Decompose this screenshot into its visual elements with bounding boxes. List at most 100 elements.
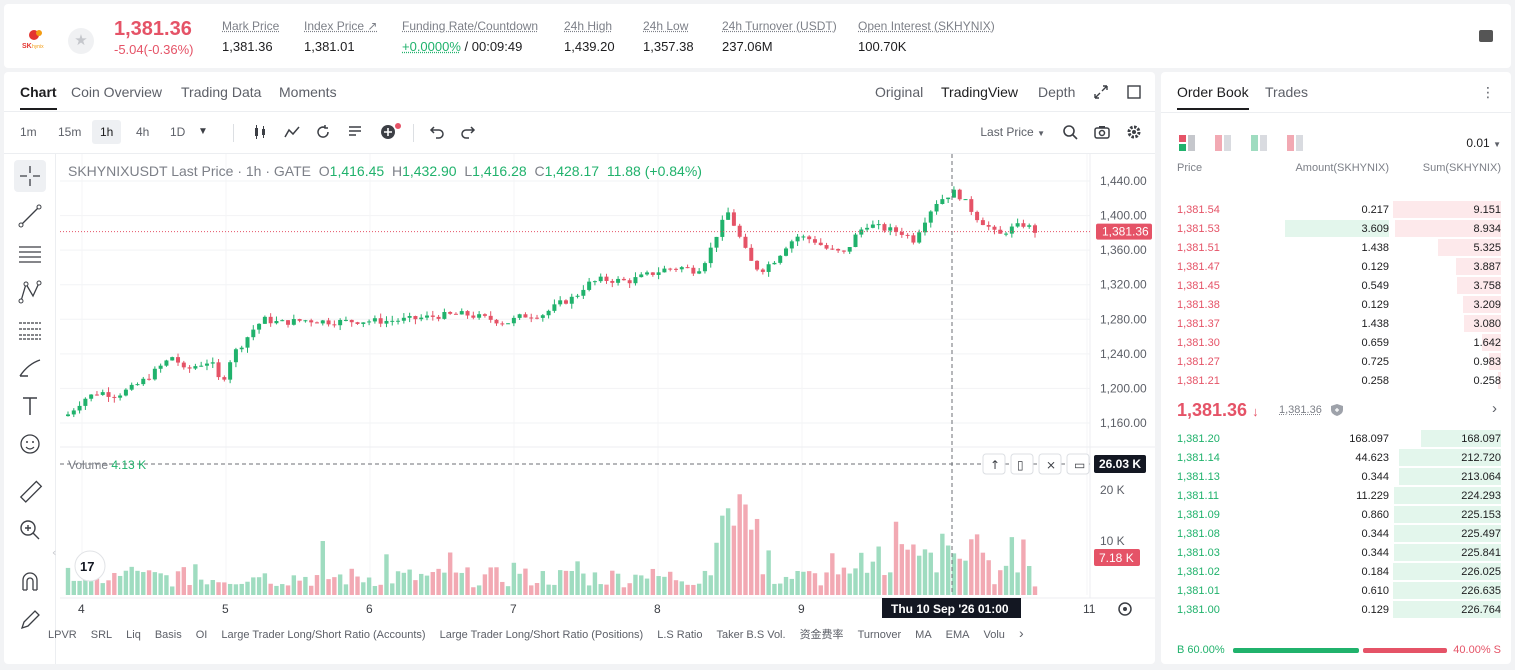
bid-row[interactable]: 1,381.03 0.344 225.841 bbox=[1161, 543, 1511, 562]
indicator-item[interactable]: Basis bbox=[154, 629, 182, 641]
ask-row[interactable]: 1,381.30 0.659 1.642 bbox=[1161, 333, 1511, 352]
template-icon[interactable] bbox=[347, 124, 363, 140]
indicator-item[interactable]: L.S Ratio bbox=[657, 629, 703, 641]
crosshair-tool-icon[interactable] bbox=[14, 160, 46, 192]
stat-label[interactable]: Open Interest (SKHYNIX) bbox=[858, 19, 995, 33]
indicator-item[interactable]: EMA bbox=[945, 629, 970, 641]
favorite-star-icon[interactable]: ★ bbox=[68, 28, 94, 54]
ask-row[interactable]: 1,381.38 0.129 3.209 bbox=[1161, 295, 1511, 314]
ruler-tool-icon[interactable] bbox=[14, 476, 46, 508]
maximize-icon[interactable]: ▭ bbox=[1074, 458, 1085, 472]
bid-row[interactable]: 1,381.13 0.344 213.064 bbox=[1161, 467, 1511, 486]
stat-label[interactable]: 24h Turnover (USDT) bbox=[722, 19, 837, 33]
trend-line-tool-icon[interactable] bbox=[14, 200, 46, 232]
price-axis-label: 1,400.00 bbox=[1100, 209, 1147, 223]
more-menu-icon[interactable]: ⋮ bbox=[1481, 84, 1495, 100]
fib-tool-icon[interactable] bbox=[14, 314, 46, 346]
pattern-tool-icon[interactable] bbox=[14, 276, 46, 308]
stat-label[interactable]: Funding Rate/Countdown bbox=[402, 19, 539, 33]
collapse-icon[interactable]: ⨯ bbox=[1046, 458, 1056, 472]
indicator-item[interactable]: LPVR bbox=[48, 629, 77, 641]
ask-row[interactable]: 1,381.21 0.258 0.258 bbox=[1161, 371, 1511, 390]
emoji-tool-icon[interactable] bbox=[14, 428, 46, 460]
ask-row[interactable]: 1,381.51 1.438 5.325 bbox=[1161, 238, 1511, 257]
tab-chart[interactable]: Chart bbox=[20, 84, 57, 110]
stat-label[interactable]: Index Price ↗ bbox=[304, 19, 378, 33]
indicator-item[interactable]: Volu bbox=[983, 629, 1005, 641]
chevron-right-icon[interactable]: › bbox=[1492, 400, 1497, 417]
indicator-icon[interactable] bbox=[284, 124, 300, 140]
indicator-item[interactable]: Taker B.S Vol. bbox=[716, 629, 786, 641]
candle-body bbox=[459, 311, 464, 315]
search-icon[interactable] bbox=[1062, 124, 1078, 140]
timeframe-15m[interactable]: 15m bbox=[58, 125, 82, 139]
candle-body bbox=[934, 203, 939, 212]
bid-row[interactable]: 1,381.02 0.184 226.025 bbox=[1161, 562, 1511, 581]
trash-icon[interactable]: ▯ bbox=[1017, 458, 1024, 472]
expand-icon[interactable] bbox=[1094, 85, 1108, 99]
indicator-item[interactable]: Large Trader Long/Short Ratio (Accounts) bbox=[221, 629, 426, 641]
precision-select[interactable]: 0.01 ▼ bbox=[1466, 136, 1501, 150]
stat-label[interactable]: Mark Price bbox=[222, 19, 280, 33]
bid-row[interactable]: 1,381.11 11.229 224.293 bbox=[1161, 486, 1511, 505]
ask-row[interactable]: 1,381.37 1.438 3.080 bbox=[1161, 314, 1511, 333]
ask-row[interactable]: 1,381.47 0.129 3.887 bbox=[1161, 257, 1511, 276]
tab-trading-data[interactable]: Trading Data bbox=[181, 84, 262, 100]
view-tradingview[interactable]: TradingView bbox=[941, 84, 1019, 100]
timeframe-1m[interactable]: 1m bbox=[20, 125, 37, 139]
tab-trades[interactable]: Trades bbox=[1265, 84, 1309, 100]
tab-moments[interactable]: Moments bbox=[279, 84, 337, 100]
indicator-item[interactable]: 资金费率 bbox=[799, 629, 844, 641]
tab-order-book[interactable]: Order Book bbox=[1177, 84, 1249, 110]
bid-row[interactable]: 1,381.08 0.344 225.497 bbox=[1161, 524, 1511, 543]
undo-icon[interactable] bbox=[429, 124, 445, 140]
volume-bar bbox=[216, 582, 221, 595]
book-icon[interactable] bbox=[1479, 30, 1493, 42]
indicator-item[interactable]: OI bbox=[195, 629, 208, 641]
ask-row[interactable]: 1,381.53 3.609 8.934 bbox=[1161, 219, 1511, 238]
bid-row[interactable]: 1,381.01 0.610 226.635 bbox=[1161, 581, 1511, 600]
chevron-down-icon[interactable]: ▼ bbox=[198, 126, 208, 137]
candles-icon[interactable] bbox=[252, 124, 268, 140]
timeframe-4h[interactable]: 4h bbox=[136, 125, 150, 139]
refresh-icon[interactable] bbox=[315, 124, 331, 140]
book-alt-view-icon[interactable] bbox=[1287, 135, 1303, 151]
volume-bar bbox=[662, 576, 667, 595]
book-bids-view-icon[interactable] bbox=[1251, 135, 1267, 151]
indicator-item[interactable]: Large Trader Long/Short Ratio (Positions… bbox=[439, 629, 644, 641]
redo-icon[interactable] bbox=[460, 124, 476, 140]
zoom-in-tool-icon[interactable] bbox=[14, 514, 46, 546]
pencil-tool-icon[interactable] bbox=[14, 604, 46, 636]
brush-tool-icon[interactable] bbox=[14, 352, 46, 384]
candlestick-chart[interactable]: 1,440.00 1,400.00 1,360.00 1,320.00 1,280.00… bbox=[4, 72, 1155, 664]
indicator-item[interactable]: SRL bbox=[90, 629, 113, 641]
window-icon[interactable] bbox=[1127, 85, 1141, 99]
move-up-icon[interactable]: ↑ bbox=[990, 458, 1000, 472]
timeframe-1d[interactable]: 1D bbox=[170, 125, 186, 139]
volume-bar bbox=[320, 541, 325, 595]
book-asks-view-icon[interactable] bbox=[1215, 135, 1231, 151]
add-indicator-icon[interactable] bbox=[380, 124, 396, 140]
camera-icon[interactable] bbox=[1094, 124, 1110, 140]
text-tool-icon[interactable] bbox=[14, 390, 46, 422]
bid-row[interactable]: 1,381.00 0.129 226.764 bbox=[1161, 600, 1511, 619]
timeframe-1h[interactable]: 1h bbox=[92, 120, 122, 144]
settings-gear-icon[interactable] bbox=[1126, 124, 1142, 140]
bid-row[interactable]: 1,381.14 44.623 212.720 bbox=[1161, 448, 1511, 467]
indicator-item[interactable]: Turnover bbox=[857, 629, 902, 641]
horizontal-lines-tool-icon[interactable] bbox=[14, 238, 46, 270]
indicator-item[interactable]: MA bbox=[915, 629, 932, 641]
chevron-right-icon[interactable]: › bbox=[1018, 625, 1024, 641]
tab-coin-overview[interactable]: Coin Overview bbox=[71, 84, 163, 100]
price-source-select[interactable]: Last Price ▼ bbox=[980, 125, 1045, 139]
ask-row[interactable]: 1,381.27 0.725 0.983 bbox=[1161, 352, 1511, 371]
book-both-view-icon[interactable] bbox=[1179, 135, 1195, 151]
magnet-tool-icon[interactable] bbox=[14, 566, 46, 598]
ask-row[interactable]: 1,381.54 0.217 9.151 bbox=[1161, 200, 1511, 219]
indicator-item[interactable]: Liq bbox=[126, 629, 141, 641]
view-original[interactable]: Original bbox=[875, 84, 924, 100]
view-depth[interactable]: Depth bbox=[1038, 84, 1076, 100]
bid-row[interactable]: 1,381.09 0.860 225.153 bbox=[1161, 505, 1511, 524]
bid-row[interactable]: 1,381.20 168.097 168.097 bbox=[1161, 429, 1511, 448]
ask-row[interactable]: 1,381.45 0.549 3.758 bbox=[1161, 276, 1511, 295]
